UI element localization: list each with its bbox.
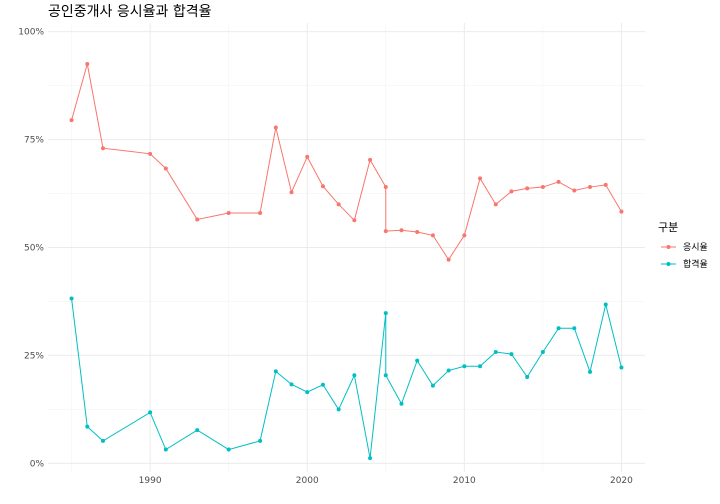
data-point xyxy=(603,182,608,187)
data-point xyxy=(603,302,608,307)
data-point xyxy=(320,184,325,189)
y-tick-label: 75% xyxy=(24,136,44,146)
data-point xyxy=(509,352,514,357)
data-point xyxy=(226,210,231,215)
data-point xyxy=(430,233,435,238)
data-point xyxy=(368,456,373,461)
data-point xyxy=(383,311,388,316)
data-point xyxy=(273,369,278,374)
data-point xyxy=(383,185,388,190)
data-point xyxy=(352,373,357,378)
grid xyxy=(48,23,645,472)
x-tick-labels: 1990 2000 2010 2020 xyxy=(139,476,633,486)
data-point xyxy=(525,375,530,380)
data-point xyxy=(148,151,153,156)
data-point xyxy=(556,179,561,184)
legend-title: 구분 xyxy=(658,221,678,234)
series-2 xyxy=(69,296,624,461)
data-point xyxy=(195,217,200,222)
data-point xyxy=(289,190,294,195)
data-point xyxy=(493,349,498,354)
data-point xyxy=(383,373,388,378)
data-point xyxy=(163,447,168,452)
y-tick-label: 50% xyxy=(24,244,44,254)
data-point xyxy=(446,368,451,373)
data-point xyxy=(289,382,294,387)
legend-key-point xyxy=(666,245,671,249)
data-point xyxy=(195,428,200,433)
data-point xyxy=(258,210,263,215)
data-point xyxy=(352,218,357,223)
data-point xyxy=(415,229,420,234)
x-tick-label: 2000 xyxy=(296,476,319,486)
data-point xyxy=(320,382,325,387)
data-point xyxy=(619,209,624,214)
data-point xyxy=(572,188,577,193)
y-tick-label: 100% xyxy=(18,28,44,38)
data-point xyxy=(462,364,467,369)
y-tick-labels: 0% 25% 50% 75% 100% xyxy=(18,28,44,470)
data-point xyxy=(588,185,593,190)
data-point xyxy=(305,154,310,159)
series-line xyxy=(71,298,622,459)
x-tick-label: 2010 xyxy=(453,476,476,486)
data-point xyxy=(336,407,341,412)
x-tick-label: 1990 xyxy=(139,476,162,486)
data-point xyxy=(383,229,388,234)
data-point xyxy=(305,390,310,395)
y-tick-label: 25% xyxy=(24,351,44,361)
data-point xyxy=(100,146,105,151)
y-tick-label: 0% xyxy=(30,459,45,469)
series-1 xyxy=(69,62,624,262)
data-point xyxy=(525,186,530,191)
data-point xyxy=(85,424,90,429)
data-point xyxy=(478,176,483,181)
data-point xyxy=(588,369,593,374)
data-point xyxy=(163,166,168,171)
data-point xyxy=(572,326,577,331)
data-point xyxy=(258,438,263,443)
data-point xyxy=(619,365,624,370)
data-point xyxy=(540,349,545,354)
data-point xyxy=(399,401,404,406)
legend-key-point xyxy=(666,262,671,266)
data-point xyxy=(336,202,341,207)
data-point xyxy=(85,62,90,67)
data-point xyxy=(493,202,498,207)
data-point xyxy=(226,447,231,452)
data-point xyxy=(273,125,278,130)
data-point xyxy=(368,157,373,162)
legend-label: 합격율 xyxy=(683,258,708,270)
legend-item: 응시율 xyxy=(661,242,708,253)
data-point xyxy=(69,296,74,301)
data-point xyxy=(509,189,514,194)
series-layer xyxy=(69,62,624,461)
data-point xyxy=(69,118,74,123)
x-tick-label: 2020 xyxy=(610,476,633,486)
data-point xyxy=(446,257,451,262)
data-point xyxy=(415,358,420,363)
series-line xyxy=(71,63,622,261)
legend-label: 응시율 xyxy=(683,242,708,253)
data-point xyxy=(556,326,561,331)
chart-title: 공인중개사 응시율과 합격율 xyxy=(48,4,212,20)
data-point xyxy=(540,185,545,190)
data-point xyxy=(399,228,404,233)
legend-item: 합격율 xyxy=(661,258,708,270)
data-point xyxy=(478,364,483,369)
data-point xyxy=(148,410,153,415)
data-point xyxy=(100,438,105,443)
data-point xyxy=(430,383,435,388)
data-point xyxy=(462,233,467,238)
